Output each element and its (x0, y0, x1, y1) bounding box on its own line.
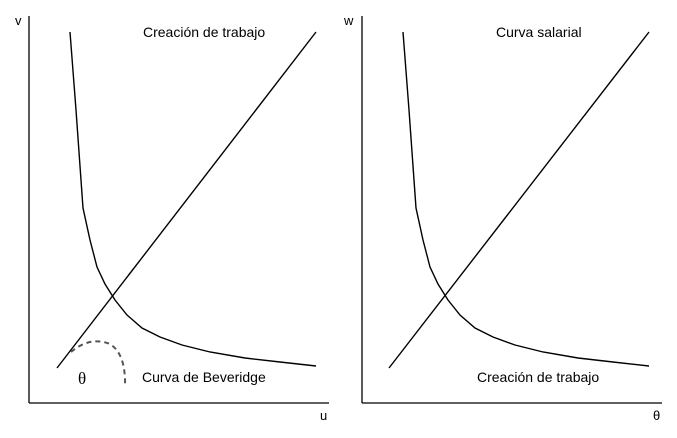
left-beveridge-curve (69, 31, 317, 367)
left-x-axis-label: u (320, 408, 327, 423)
right-wage-curve-label: Curva salarial (496, 24, 582, 40)
right-y-axis-label: w (343, 13, 354, 28)
left-job-creation-line (56, 31, 317, 369)
left-y-axis-label: v (15, 13, 22, 28)
angle-theta-label: θ (78, 369, 86, 388)
right-panel: w θ Curva salarial Creación de trabajo (343, 13, 662, 423)
left-job-creation-label: Creación de trabajo (143, 24, 265, 40)
left-panel: v u θ Creación de trabajo Curva de Bever… (15, 13, 329, 423)
right-x-axis-label: θ (653, 408, 660, 423)
right-job-creation-label: Creación de trabajo (477, 369, 599, 385)
angle-arc (70, 340, 127, 388)
right-wage-curve-line (388, 31, 650, 369)
right-job-creation-curve (402, 31, 650, 367)
left-beveridge-label: Curva de Beveridge (142, 369, 266, 385)
